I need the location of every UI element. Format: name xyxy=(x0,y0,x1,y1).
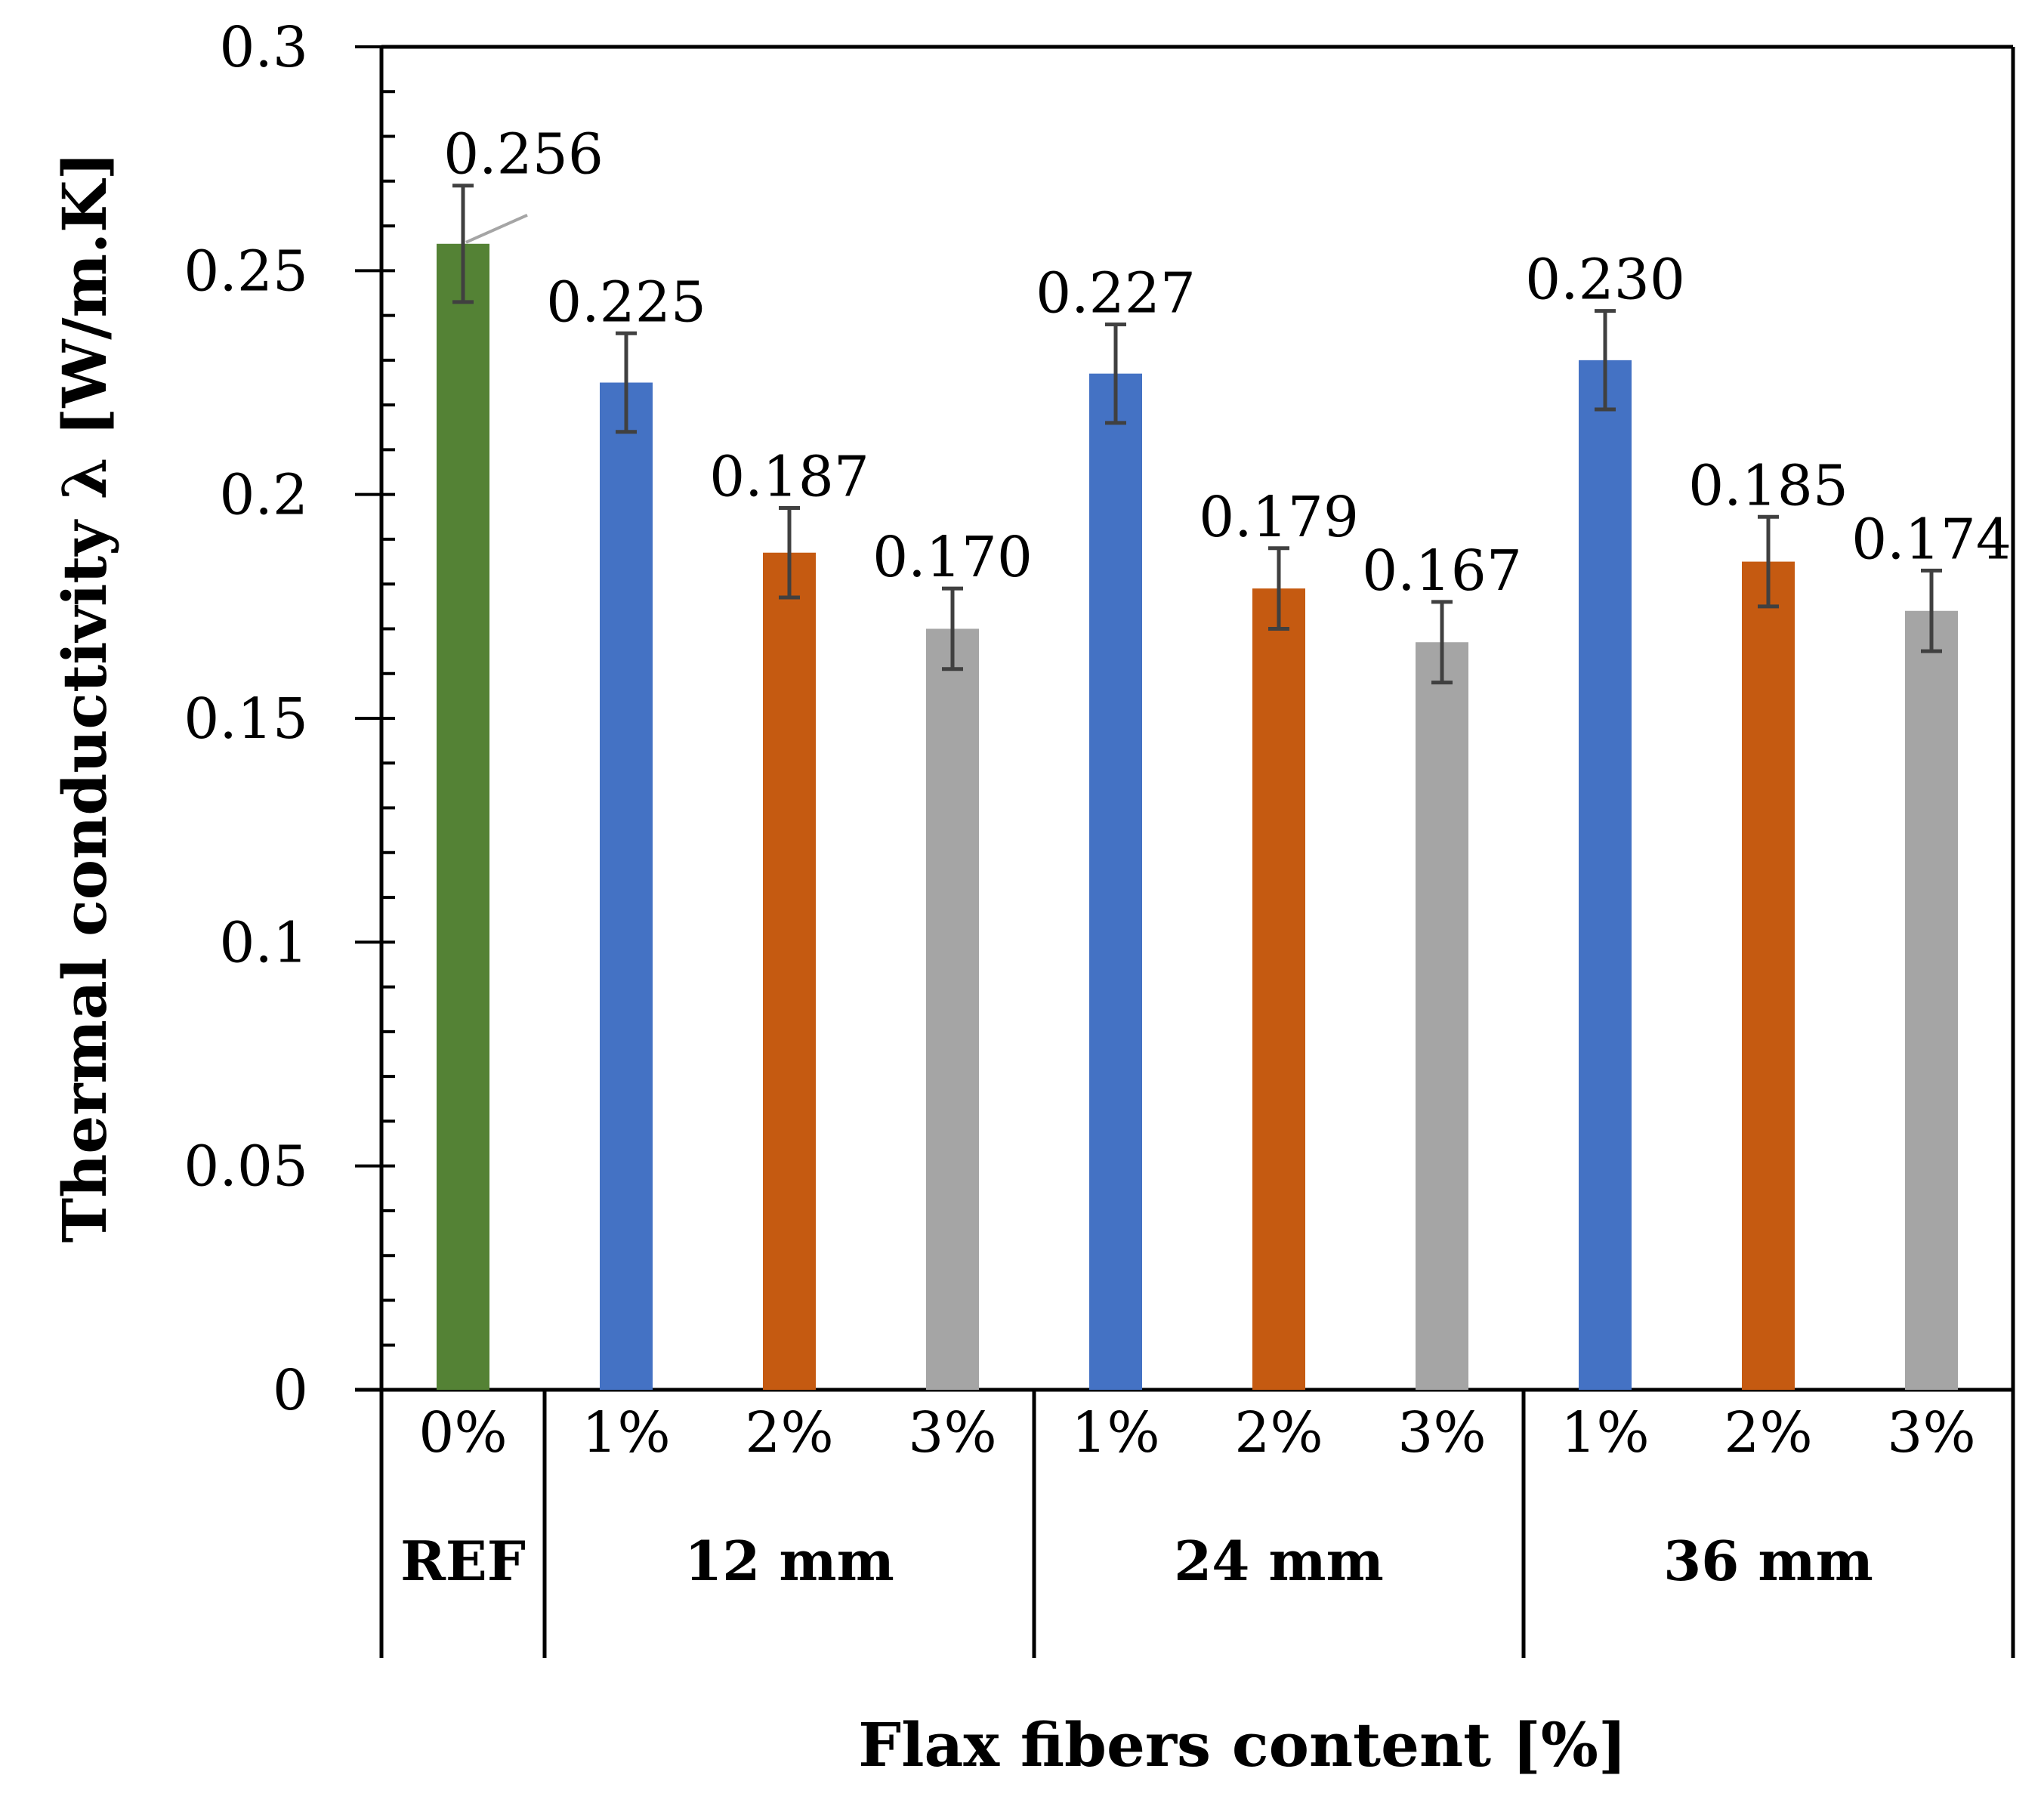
error-bars xyxy=(452,184,1942,685)
x-category-label: 3% xyxy=(1397,1400,1486,1465)
data-label: 0.230 xyxy=(1525,248,1685,313)
bar xyxy=(1905,610,1958,1390)
x-group-label: 36 mm xyxy=(1663,1529,1873,1593)
x-group-label: REF xyxy=(400,1529,526,1593)
bar xyxy=(1252,588,1305,1390)
x-category-label: 2% xyxy=(745,1400,833,1465)
y-tick-label: 0.25 xyxy=(184,239,308,304)
x-axis-title: Flax fibers content [%] xyxy=(858,1709,1626,1780)
y-tick-label: 0.15 xyxy=(184,687,308,752)
x-category-label: 1% xyxy=(582,1400,670,1465)
data-label: 0.225 xyxy=(546,270,706,335)
y-axis-title: Thermal conductivity λ [W/m.K] xyxy=(49,152,120,1243)
y-ticks: 0 0.05 0.1 0.15 0.2 0.25 0.3 xyxy=(184,15,395,1423)
x-category-label: 3% xyxy=(1887,1400,1975,1465)
x-category-label: 3% xyxy=(908,1400,996,1465)
data-label: 0.256 xyxy=(443,122,604,187)
data-label: 0.179 xyxy=(1199,485,1359,550)
y-tick-label: 0.1 xyxy=(219,910,308,975)
bar xyxy=(763,552,816,1390)
data-label: 0.187 xyxy=(709,444,869,509)
bar xyxy=(1742,561,1795,1390)
data-label: 0.167 xyxy=(1362,539,1522,604)
bars xyxy=(437,243,1958,1391)
bar xyxy=(437,243,489,1391)
x-category-label: 2% xyxy=(1234,1400,1323,1465)
data-label: 0.227 xyxy=(1036,261,1196,326)
data-label: 0.185 xyxy=(1688,453,1848,518)
label-leader-line xyxy=(465,213,528,244)
bar xyxy=(926,628,979,1390)
x-category-label: 1% xyxy=(1561,1400,1649,1465)
x-category-label: 0% xyxy=(418,1400,507,1465)
y-tick-label: 0 xyxy=(273,1358,308,1423)
x-category-label: 2% xyxy=(1724,1400,1812,1465)
bar xyxy=(600,382,653,1390)
bar xyxy=(1416,642,1468,1390)
data-label: 0.174 xyxy=(1851,507,2012,572)
data-label: 0.170 xyxy=(872,525,1033,590)
y-tick-label: 0.3 xyxy=(219,15,308,80)
y-tick-label: 0.2 xyxy=(219,463,308,528)
x-group-label: 12 mm xyxy=(684,1529,894,1593)
y-tick-label: 0.05 xyxy=(184,1134,308,1199)
x-group-label: 24 mm xyxy=(1174,1529,1384,1593)
bar xyxy=(1089,373,1142,1390)
x-categories: 0% 1% 2% 3% 1% 2% 3% 1% 2% 3% REF 12 mm 24 mm 36 mm xyxy=(379,1390,2015,1658)
bar xyxy=(1579,360,1632,1390)
x-category-label: 1% xyxy=(1071,1400,1159,1465)
